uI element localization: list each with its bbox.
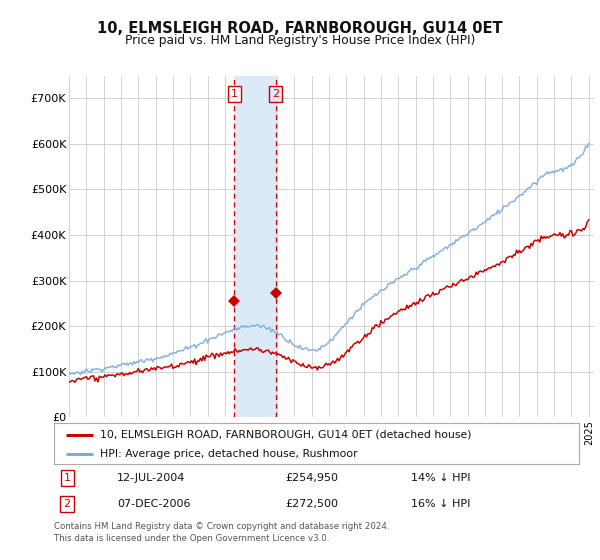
Text: 16% ↓ HPI: 16% ↓ HPI (411, 499, 470, 509)
Text: 12-JUL-2004: 12-JUL-2004 (117, 473, 185, 483)
Bar (234, 76, 275, 417)
Text: 07-DEC-2006: 07-DEC-2006 (117, 499, 191, 509)
Text: 14% ↓ HPI: 14% ↓ HPI (411, 473, 470, 483)
Text: 2: 2 (272, 89, 279, 99)
Text: 10, ELMSLEIGH ROAD, FARNBOROUGH, GU14 0ET (detached house): 10, ELMSLEIGH ROAD, FARNBOROUGH, GU14 0E… (100, 430, 472, 440)
Text: Contains HM Land Registry data © Crown copyright and database right 2024.
This d: Contains HM Land Registry data © Crown c… (54, 522, 389, 543)
Text: 1: 1 (64, 473, 71, 483)
Text: 10, ELMSLEIGH ROAD, FARNBOROUGH, GU14 0ET: 10, ELMSLEIGH ROAD, FARNBOROUGH, GU14 0E… (97, 21, 503, 36)
Text: HPI: Average price, detached house, Rushmoor: HPI: Average price, detached house, Rush… (100, 449, 358, 459)
Text: 2: 2 (64, 499, 71, 509)
Text: £272,500: £272,500 (285, 499, 338, 509)
Text: £254,950: £254,950 (285, 473, 338, 483)
Text: 1: 1 (231, 89, 238, 99)
Text: Price paid vs. HM Land Registry's House Price Index (HPI): Price paid vs. HM Land Registry's House … (125, 34, 475, 46)
